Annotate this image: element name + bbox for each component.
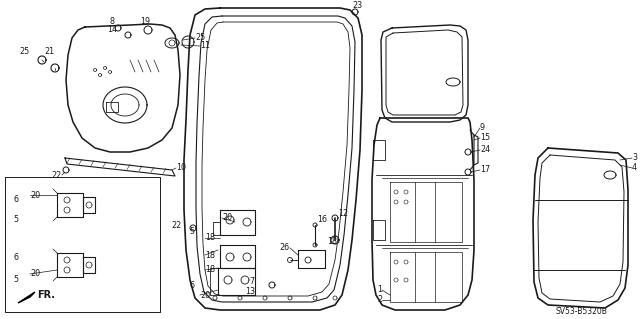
Text: 13: 13 [245, 287, 255, 296]
Text: SV53-B5320B: SV53-B5320B [555, 308, 607, 316]
Text: 19: 19 [140, 18, 150, 26]
Text: 2: 2 [377, 295, 382, 305]
Text: 6: 6 [13, 254, 18, 263]
Text: 18: 18 [327, 238, 337, 247]
Text: 12: 12 [338, 209, 348, 218]
Text: 20: 20 [30, 270, 40, 278]
Text: 22: 22 [52, 170, 62, 180]
Text: 18: 18 [205, 265, 215, 275]
Text: 8: 8 [109, 18, 115, 26]
Text: 10: 10 [176, 164, 186, 173]
Text: 15: 15 [480, 133, 490, 143]
Text: 1: 1 [377, 286, 382, 294]
Text: 14: 14 [107, 26, 117, 34]
Text: 22: 22 [172, 221, 182, 231]
Text: 23: 23 [352, 2, 362, 11]
Text: 6: 6 [13, 196, 18, 204]
Text: 21: 21 [44, 48, 54, 56]
Text: 20: 20 [200, 291, 210, 300]
Text: 26: 26 [280, 243, 290, 253]
Text: FR.: FR. [37, 290, 55, 300]
Text: 5: 5 [190, 227, 195, 236]
Text: 4: 4 [632, 164, 637, 173]
Text: 24: 24 [480, 145, 490, 154]
Text: 3: 3 [632, 153, 637, 162]
Text: 11: 11 [200, 41, 210, 50]
Text: 5: 5 [13, 276, 18, 285]
Text: 9: 9 [480, 123, 485, 132]
Text: 5: 5 [13, 216, 18, 225]
Text: 18: 18 [205, 250, 215, 259]
Text: 25: 25 [20, 48, 30, 56]
Text: 18: 18 [205, 234, 215, 242]
Polygon shape [18, 292, 35, 303]
Text: 16: 16 [317, 216, 327, 225]
Text: 6: 6 [190, 280, 195, 290]
Text: 20: 20 [222, 213, 232, 222]
Text: 17: 17 [480, 166, 490, 174]
Text: 7: 7 [250, 278, 255, 286]
Text: 25: 25 [195, 33, 205, 42]
Text: 20: 20 [30, 190, 40, 199]
